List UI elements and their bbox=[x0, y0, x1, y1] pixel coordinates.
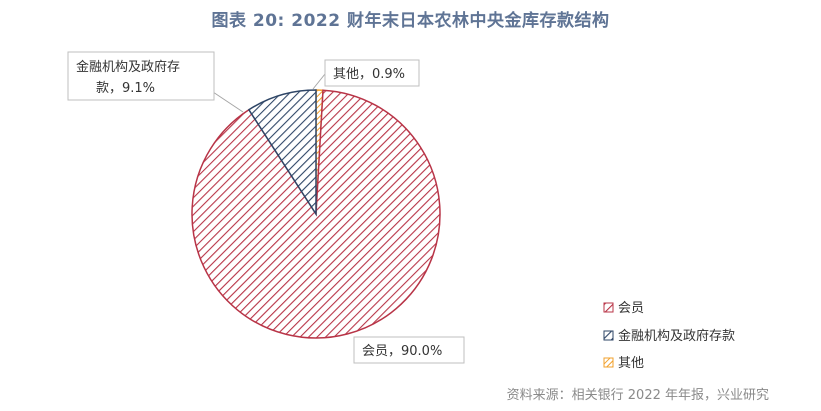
legend-swatch-member bbox=[603, 302, 614, 313]
legend-label-member: 会员 bbox=[618, 301, 644, 316]
chart-title: 图表 20: 2022 财年末日本农林中央金库存款结构 bbox=[211, 11, 610, 31]
source-note: 资料来源：相关银行 2022 年年报，兴业研究 bbox=[506, 388, 769, 403]
legend: 会员 金融机构及政府存款 其他 bbox=[603, 301, 735, 371]
data-label-member-text: 会员，90.0% bbox=[362, 344, 442, 359]
legend-swatch-financial bbox=[603, 330, 614, 341]
legend-item-member: 会员 bbox=[603, 301, 644, 316]
data-label-other-text: 其他，0.9% bbox=[333, 67, 405, 82]
legend-label-financial: 金融机构及政府存款 bbox=[618, 328, 735, 344]
leader-line-other bbox=[312, 73, 326, 90]
data-label-other: 其他，0.9% bbox=[324, 59, 420, 87]
legend-item-financial: 金融机构及政府存款 bbox=[603, 328, 735, 344]
leader-line-financial bbox=[209, 89, 244, 113]
pie-slice-financial bbox=[247, 89, 317, 217]
legend-swatch-other bbox=[603, 357, 614, 368]
data-label-financial: 金融机构及政府存 款，9.1% bbox=[67, 51, 215, 101]
legend-item-other: 其他 bbox=[603, 356, 644, 371]
data-label-financial-line2: 款，9.1% bbox=[96, 81, 155, 96]
data-label-financial-line1: 金融机构及政府存 bbox=[76, 59, 180, 75]
legend-label-other: 其他 bbox=[618, 356, 644, 371]
data-label-member: 会员，90.0% bbox=[353, 336, 465, 364]
